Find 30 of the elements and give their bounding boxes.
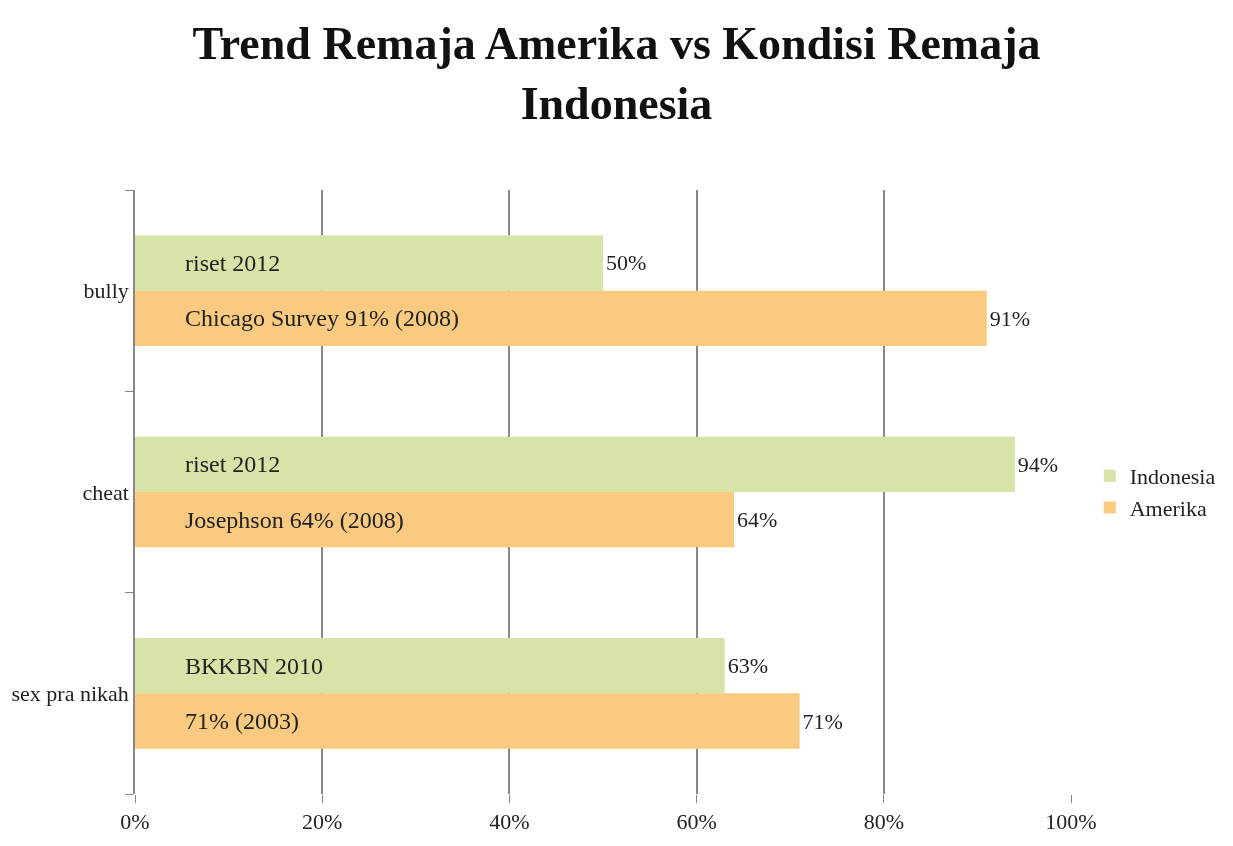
x-tick-label: 40% [489, 809, 530, 835]
annotation: riset 2012 [185, 250, 281, 276]
bar [135, 693, 800, 749]
annotation: Josephson 64% (2008) [185, 507, 404, 533]
x-tick-label: 80% [863, 809, 904, 835]
bar [135, 637, 725, 694]
data-label: 94% [1017, 451, 1059, 477]
x-tick-label: 60% [676, 809, 717, 835]
chart-title: Trend Remaja Amerika vs Kondisi Remaja Indonesia [192, 18, 1041, 130]
data-label: 63% [727, 653, 769, 679]
bar [135, 492, 735, 548]
annotation: 71% (2003) [185, 708, 299, 734]
bar [135, 290, 987, 347]
annotation: riset 2012 [185, 451, 281, 477]
bar [135, 235, 603, 291]
x-tick-label: 20% [302, 809, 343, 835]
y-tick-label: sex pra nikah [11, 681, 129, 707]
data-label: 71% [802, 708, 843, 734]
data-label: 91% [989, 305, 1031, 331]
data-label: 64% [737, 507, 778, 533]
y-tick-label: cheat [82, 479, 129, 505]
annotation: Chicago Survey 91% (2008) [185, 305, 459, 331]
legend-label: Amerika [1129, 495, 1207, 521]
legend-label: Indonesia [1129, 464, 1216, 490]
y-tick-label: bully [83, 278, 129, 304]
annotation: BKKBN 2010 [185, 653, 324, 679]
x-tick-label: 100% [1045, 809, 1097, 835]
data-label: 50% [606, 250, 647, 276]
x-tick-label: 0% [120, 809, 150, 835]
bar [135, 436, 1015, 492]
